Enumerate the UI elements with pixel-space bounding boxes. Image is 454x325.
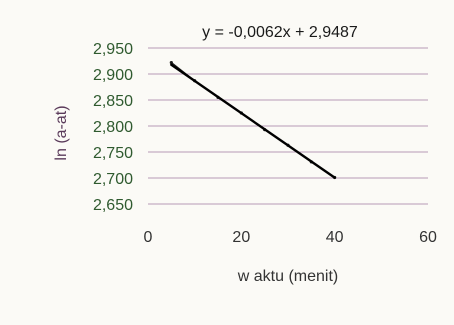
y-tick-label: 2,650 xyxy=(93,197,133,214)
x-tick-label: 0 xyxy=(144,229,153,246)
data-point xyxy=(169,60,173,65)
y-tick-label: 2,950 xyxy=(93,41,133,58)
grid-layer xyxy=(148,47,428,205)
trend-layer xyxy=(170,63,336,179)
y-tick-label: 2,700 xyxy=(93,171,133,188)
x-axis-label: w aktu (menit) xyxy=(237,268,338,285)
y-axis-label: ln (a-at) xyxy=(53,105,70,160)
y-tick-label: 2,850 xyxy=(93,93,133,110)
y-tick-label: 2,900 xyxy=(93,67,133,84)
x-tick-labels: 0 20 40 60 xyxy=(144,229,437,246)
y-tick-label: 2,800 xyxy=(93,119,133,136)
x-tick-label: 40 xyxy=(326,229,344,246)
y-tick-labels: 2,650 2,700 2,750 2,800 2,850 2,900 2,950 xyxy=(93,41,133,214)
y-tick-label: 2,750 xyxy=(93,145,133,162)
trendline xyxy=(170,63,336,179)
x-tick-label: 60 xyxy=(419,229,437,246)
trendline-equation: y = -0,0062x + 2,9487 xyxy=(202,24,358,41)
x-tick-label: 20 xyxy=(232,229,250,246)
